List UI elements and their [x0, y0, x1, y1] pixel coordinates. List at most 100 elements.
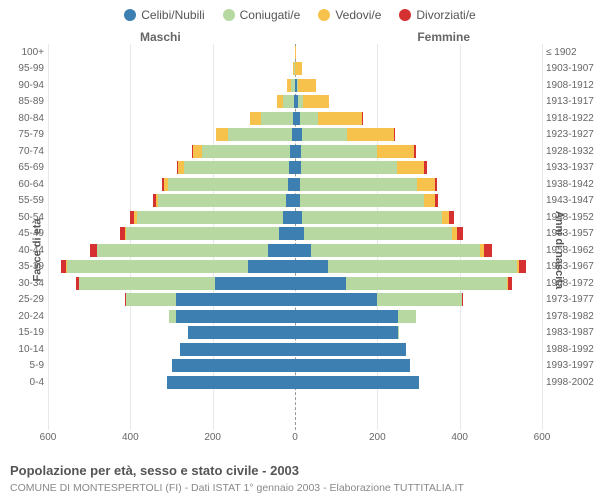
- bar-segment: [286, 194, 295, 207]
- male-bar: [48, 194, 295, 207]
- bar-segment: [300, 112, 319, 125]
- age-label: 40-44: [6, 245, 44, 256]
- age-row: 20-241978-1982: [48, 308, 542, 325]
- bar-segment: [295, 326, 398, 339]
- male-bar: [48, 227, 295, 240]
- age-label: 15-19: [6, 327, 44, 338]
- bar-segment: [215, 277, 295, 290]
- bar-segment: [414, 145, 416, 158]
- age-row: 35-391963-1967: [48, 259, 542, 276]
- bar-segment: [298, 79, 317, 92]
- bar-segment: [301, 161, 398, 174]
- female-bar: [295, 178, 542, 191]
- bar-segment: [188, 326, 295, 339]
- male-bar: [48, 128, 295, 141]
- bar-segment: [67, 260, 248, 273]
- age-row: 55-591943-1947: [48, 193, 542, 210]
- year-label: 1993-1997: [546, 360, 598, 371]
- bar-segment: [248, 260, 295, 273]
- year-label: 1958-1962: [546, 245, 598, 256]
- age-label: 75-79: [6, 129, 44, 140]
- year-label: 1933-1937: [546, 162, 598, 173]
- male-bar: [48, 277, 295, 290]
- bar-segment: [311, 244, 480, 257]
- age-label: 45-49: [6, 228, 44, 239]
- female-bar: [295, 293, 542, 306]
- year-label: 1963-1967: [546, 261, 598, 272]
- female-bar: [295, 95, 542, 108]
- legend-label: Divorziati/e: [416, 8, 475, 22]
- bar-segment: [176, 310, 295, 323]
- bar-segment: [328, 260, 517, 273]
- age-label: 35-39: [6, 261, 44, 272]
- female-bar: [295, 277, 542, 290]
- year-label: 1908-1912: [546, 80, 598, 91]
- age-row: 10-141988-1992: [48, 341, 542, 358]
- bar-segment: [126, 227, 278, 240]
- bar-segment: [519, 260, 526, 273]
- bar-segment: [295, 227, 304, 240]
- age-label: 90-94: [6, 80, 44, 91]
- bar-segment: [449, 211, 454, 224]
- age-row: 50-541948-1952: [48, 209, 542, 226]
- age-label: 25-29: [6, 294, 44, 305]
- bar-segment: [295, 277, 346, 290]
- male-bar: [48, 260, 295, 273]
- x-tick: 200: [369, 432, 386, 443]
- age-row: 100+≤ 1902: [48, 44, 542, 61]
- age-label: 5-9: [6, 360, 44, 371]
- age-row: 25-291973-1977: [48, 292, 542, 309]
- bar-segment: [457, 227, 463, 240]
- x-tick: 600: [534, 432, 551, 443]
- year-label: 1913-1917: [546, 96, 598, 107]
- bar-segment: [302, 211, 442, 224]
- year-label: 1948-1952: [546, 212, 598, 223]
- year-label: 1973-1977: [546, 294, 598, 305]
- bar-segment: [295, 211, 302, 224]
- bar-segment: [394, 128, 395, 141]
- age-row: 40-441958-1962: [48, 242, 542, 259]
- bar-segment: [176, 293, 295, 306]
- age-label: 50-54: [6, 212, 44, 223]
- male-bar: [48, 62, 295, 75]
- bar-segment: [301, 145, 377, 158]
- age-row: 30-341968-1972: [48, 275, 542, 292]
- bar-segment: [295, 359, 410, 372]
- x-tick: 400: [122, 432, 139, 443]
- bar-segment: [398, 310, 417, 323]
- legend-label: Vedovi/e: [335, 8, 381, 22]
- bar-segment: [377, 293, 461, 306]
- age-row: 75-791923-1927: [48, 127, 542, 144]
- female-bar: [295, 310, 542, 323]
- bar-segment: [295, 376, 419, 389]
- bar-segment: [193, 145, 202, 158]
- bar-segment: [424, 161, 426, 174]
- bar-segment: [462, 293, 464, 306]
- female-bar: [295, 79, 542, 92]
- year-label: 1903-1907: [546, 63, 598, 74]
- age-label: 80-84: [6, 113, 44, 124]
- age-row: 90-941908-1912: [48, 77, 542, 94]
- bar-segment: [228, 128, 292, 141]
- year-label: 1943-1947: [546, 195, 598, 206]
- female-bar: [295, 326, 542, 339]
- bar-segment: [442, 211, 449, 224]
- age-row: 95-991903-1907: [48, 61, 542, 78]
- chart-title: Popolazione per età, sesso e stato civil…: [10, 463, 299, 478]
- gridline: [542, 44, 543, 430]
- legend-label: Coniugati/e: [240, 8, 301, 22]
- year-label: 1978-1982: [546, 311, 598, 322]
- age-row: 80-841918-1922: [48, 110, 542, 127]
- x-tick: 400: [451, 432, 468, 443]
- bar-segment: [283, 211, 295, 224]
- legend: Celibi/NubiliConiugati/eVedovi/eDivorzia…: [0, 0, 600, 26]
- female-bar: [295, 260, 542, 273]
- female-bar: [295, 62, 542, 75]
- legend-item: Coniugati/e: [223, 8, 301, 22]
- female-bar: [295, 211, 542, 224]
- male-bar: [48, 145, 295, 158]
- bar-segment: [216, 128, 228, 141]
- age-label: 100+: [6, 47, 44, 58]
- age-label: 30-34: [6, 278, 44, 289]
- year-label: 1988-1992: [546, 344, 598, 355]
